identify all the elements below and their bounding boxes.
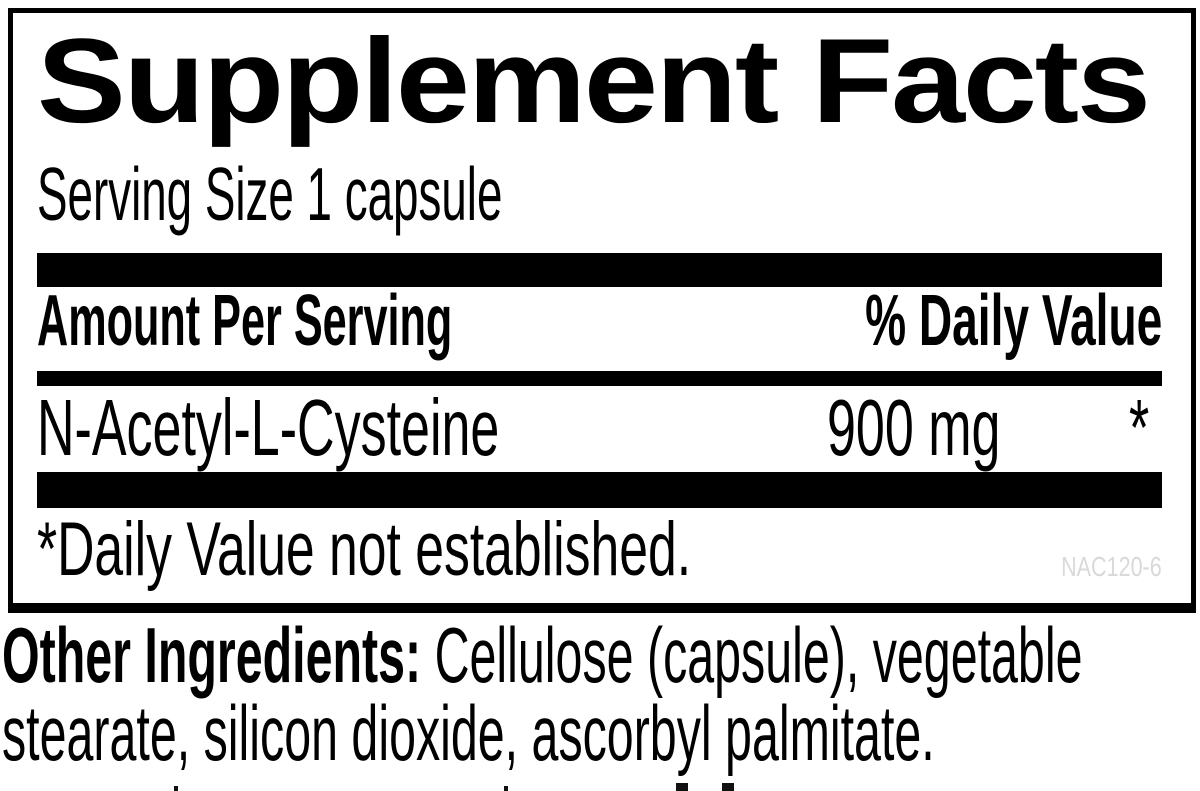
serving-size: Serving Size 1 capsule xyxy=(37,152,503,236)
other-ingredients-line-1: Other Ingredients: Cellulose (capsule), … xyxy=(2,616,1082,694)
other-ingredients-line-2: stearate, silicon dioxide, ascorbyl palm… xyxy=(2,689,935,777)
amount-per-serving-header: Amount Per Serving xyxy=(37,281,453,361)
ingredient-name: N-Acetyl-L-Cysteine xyxy=(37,383,500,472)
footnote-text: *Daily Value not established. xyxy=(37,507,692,592)
divider-bar-thick-top xyxy=(37,253,1162,287)
other-ingredients-label: Other Ingredients: xyxy=(2,611,422,699)
daily-value-asterisk: * xyxy=(1129,383,1150,472)
divider-bar-thin xyxy=(37,371,1162,386)
ingredient-amount: 900 mg xyxy=(827,383,1001,472)
divider-bar-thick-bottom xyxy=(37,472,1162,508)
column-header-row: Amount Per Serving % Daily Value xyxy=(37,285,1162,365)
supplement-facts-panel: Supplement Facts Serving Size 1 capsule … xyxy=(8,8,1196,613)
panel-title: Supplement Facts xyxy=(37,14,1151,148)
clipped-glyph-mark xyxy=(676,783,688,791)
percent-daily-value-header: % Daily Value xyxy=(864,281,1162,361)
ingredient-row: N-Acetyl-L-Cysteine 900 mg * xyxy=(37,388,1162,472)
clipped-glyph-mark xyxy=(504,786,508,791)
other-ingredients-text-1: Cellulose (capsule), vegetable xyxy=(421,611,1083,699)
product-code: NAC120-6 xyxy=(1061,551,1162,582)
clipped-glyph-mark xyxy=(722,783,734,791)
clipped-glyph-mark xyxy=(174,786,178,791)
other-ingredients-paragraph: Other Ingredients: Cellulose (capsule), … xyxy=(2,616,1198,772)
footnote-row: *Daily Value not established. NAC120-6 xyxy=(37,512,1162,602)
